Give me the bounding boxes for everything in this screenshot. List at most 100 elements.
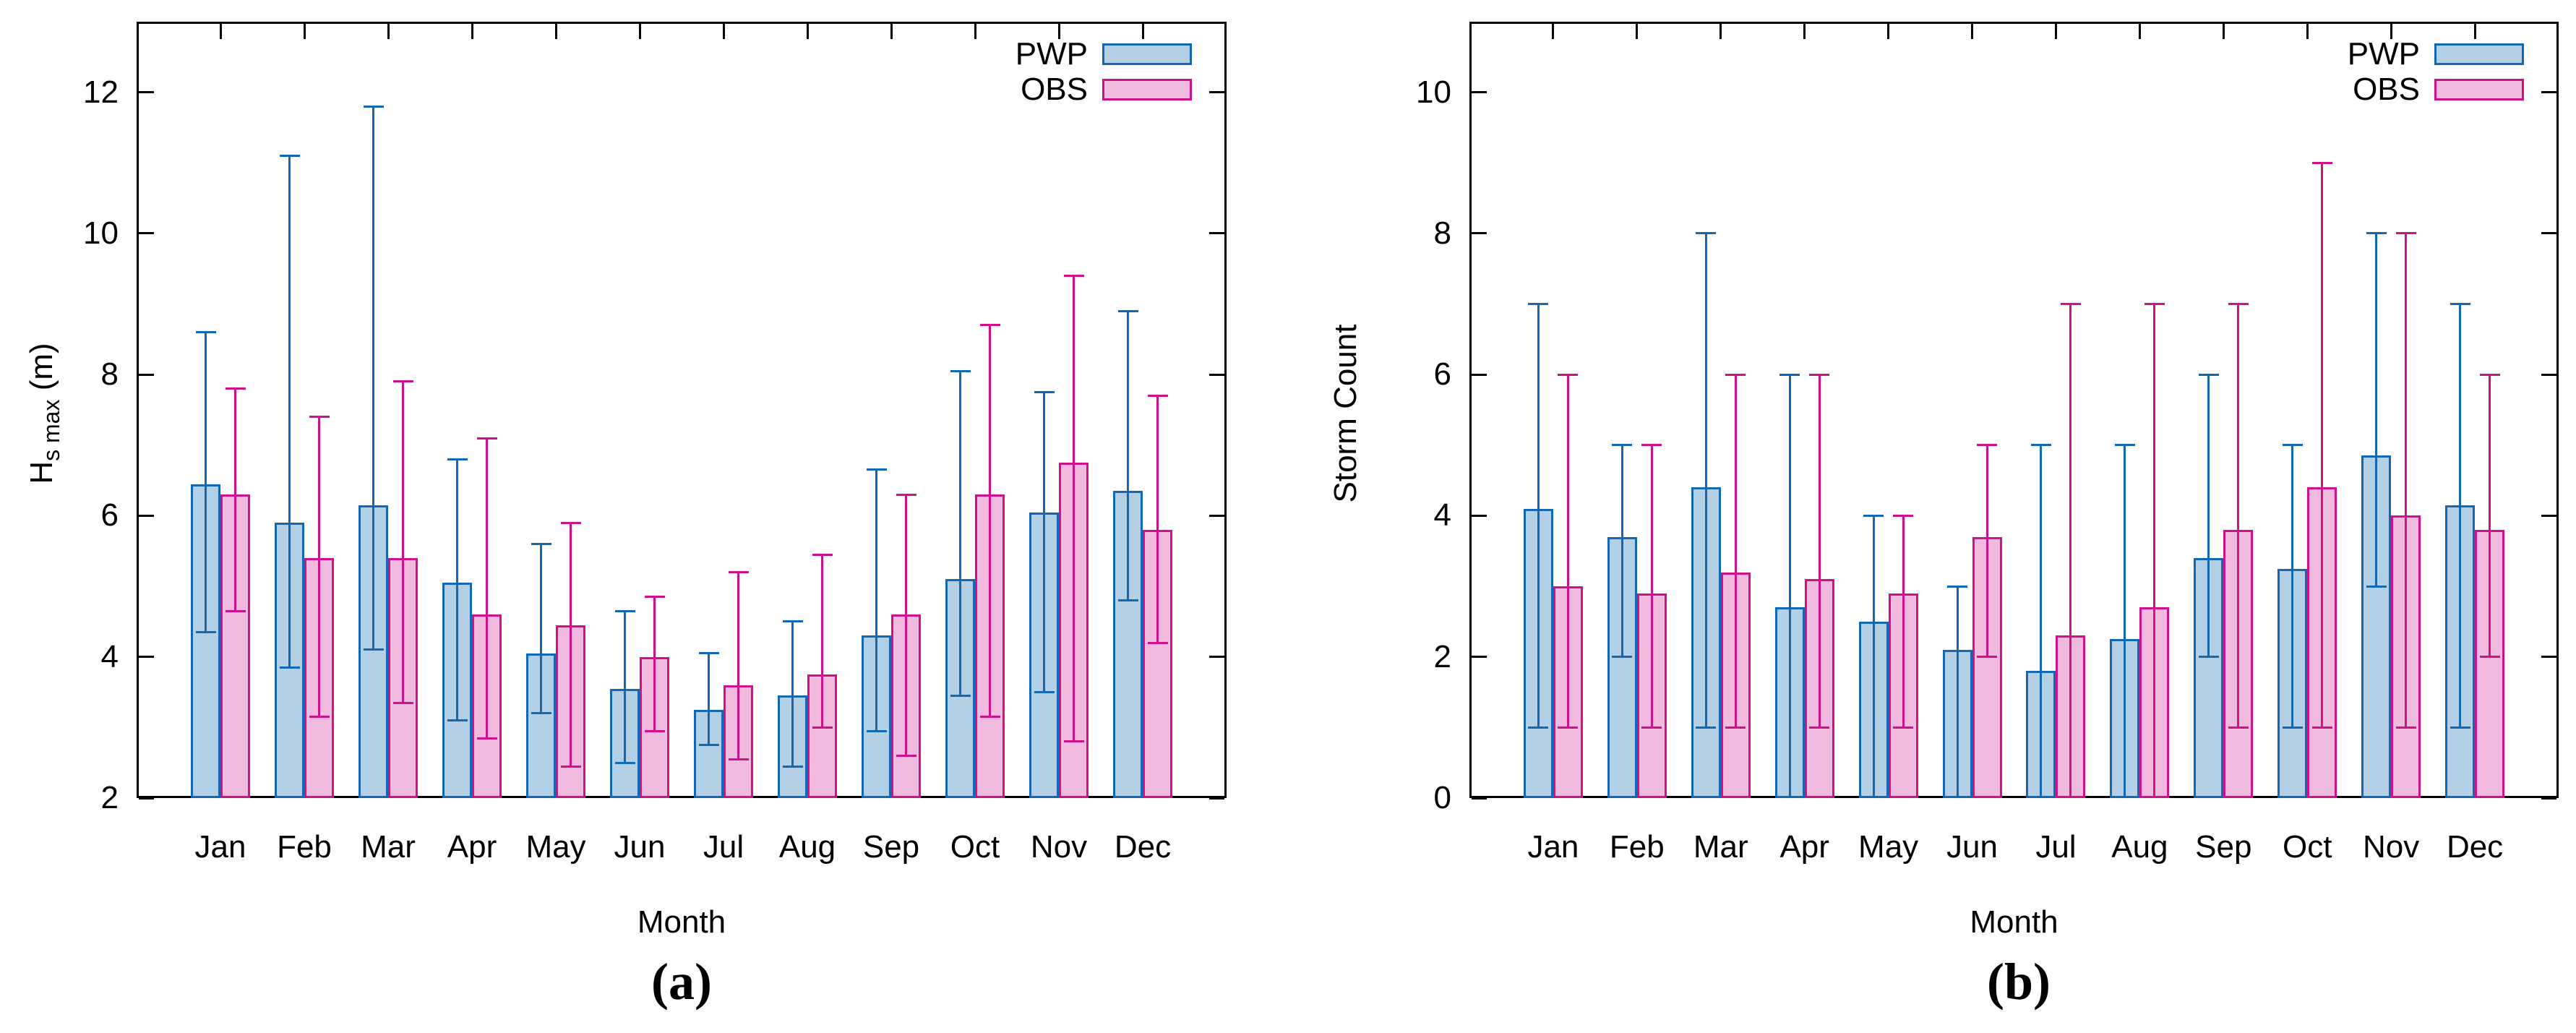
x-tick-top: [303, 24, 306, 39]
x-tick-top: [1803, 24, 1806, 39]
error-cap-bottom-pwp-sep: [2198, 656, 2219, 659]
y-tick-label: 6: [100, 497, 119, 533]
x-tick-top: [1720, 24, 1722, 39]
x-tick-top: [219, 24, 222, 39]
x-tick-top: [471, 24, 473, 39]
month-label: Apr: [1779, 829, 1829, 865]
error-line-obs-sep: [905, 494, 907, 756]
error-cap-top-pwp-jan: [1528, 303, 1549, 306]
y-tick-left: [139, 232, 154, 235]
month-label: Feb: [1609, 829, 1665, 865]
error-line-obs-sep: [2237, 304, 2240, 728]
y-tick-left: [1472, 232, 1487, 235]
error-cap-top-obs-nov: [1063, 274, 1084, 277]
x-tick-top: [554, 24, 557, 39]
error-cap-bottom-pwp-nov: [1034, 691, 1055, 694]
y-tick-left: [1472, 656, 1487, 659]
plot-border: [1469, 22, 2559, 798]
error-line-obs-dec: [2489, 374, 2491, 657]
legend-swatch-pwp: [2434, 43, 2524, 65]
y-tick-label: 6: [1433, 356, 1451, 393]
error-cap-bottom-pwp-nov: [2366, 585, 2387, 588]
error-cap-top-obs-jul: [728, 571, 749, 574]
error-line-pwp-dec: [2459, 304, 2462, 728]
y-tick-label: 0: [1433, 780, 1451, 815]
error-cap-bottom-obs-feb: [1641, 726, 1662, 729]
y-tick-right: [1209, 373, 1224, 376]
error-cap-bottom-obs-jan: [1558, 726, 1579, 729]
y-tick-left: [139, 797, 154, 800]
error-line-obs-oct: [2321, 163, 2324, 728]
y-tick-label: 10: [83, 215, 119, 251]
error-cap-top-pwp-aug: [2114, 444, 2135, 447]
error-cap-top-obs-sep: [2228, 303, 2249, 306]
error-cap-top-pwp-sep: [866, 468, 887, 471]
y-tick-left: [1472, 91, 1487, 94]
error-line-obs-mar: [402, 381, 404, 703]
error-cap-top-pwp-sep: [2198, 373, 2219, 376]
month-label: May: [525, 829, 586, 865]
error-cap-bottom-pwp-dec: [2450, 726, 2470, 729]
y-tick-right: [1209, 232, 1224, 235]
error-cap-top-pwp-apr: [1779, 373, 1800, 376]
y-tick-left: [139, 373, 154, 376]
error-cap-top-pwp-jul: [2030, 444, 2051, 447]
y-tick-label: 8: [100, 356, 119, 393]
error-line-pwp-mar: [372, 106, 374, 650]
error-cap-bottom-pwp-mar: [363, 648, 384, 651]
error-cap-bottom-obs-mar: [1725, 726, 1746, 729]
error-cap-bottom-obs-sep: [896, 754, 916, 757]
error-line-pwp-dec: [1127, 311, 1129, 601]
y-tick-label: 2: [100, 780, 119, 815]
error-line-pwp-oct: [959, 371, 961, 696]
error-cap-top-pwp-feb: [279, 155, 300, 157]
error-line-obs-apr: [1818, 374, 1821, 728]
error-cap-bottom-pwp-jun: [614, 761, 635, 764]
y-tick-right: [2541, 656, 2556, 659]
error-cap-top-pwp-feb: [1612, 444, 1633, 447]
error-cap-top-obs-aug: [2144, 303, 2165, 306]
error-cap-top-obs-jan: [1558, 373, 1579, 376]
y-tick-right: [2541, 514, 2556, 517]
error-cap-bottom-pwp-aug: [782, 765, 803, 768]
month-label: Jul: [703, 829, 744, 865]
error-cap-top-pwp-nov: [2366, 232, 2387, 235]
error-line-obs-nov: [2405, 233, 2408, 728]
x-tick-top: [890, 24, 893, 39]
y-axis-label-base: H: [24, 460, 59, 484]
y-tick-label: 12: [83, 74, 119, 110]
error-cap-top-obs-dec: [1147, 394, 1168, 397]
x-tick-top: [387, 24, 390, 39]
bar-pwp-dec: [2445, 505, 2476, 798]
error-cap-top-obs-jul: [2060, 303, 2081, 306]
legend-swatch-obs: [1102, 79, 1192, 100]
error-line-obs-may: [570, 523, 572, 767]
x-tick-top: [2138, 24, 2141, 39]
error-cap-bottom-obs-dec: [1147, 641, 1168, 644]
x-tick-top: [1141, 24, 1144, 39]
error-cap-bottom-obs-jun: [1977, 656, 1998, 659]
y-tick-left: [139, 91, 154, 94]
error-cap-top-obs-feb: [309, 416, 330, 419]
month-label: Mar: [361, 829, 416, 865]
error-line-pwp-jun: [1956, 586, 1959, 798]
bar-obs-jan: [220, 494, 250, 798]
error-cap-top-obs-oct: [2311, 161, 2332, 164]
month-label: Dec: [2446, 829, 2504, 865]
legend-label-obs: OBS: [1021, 72, 1088, 107]
error-cap-top-pwp-dec: [1117, 309, 1138, 312]
error-cap-bottom-obs-feb: [309, 716, 330, 719]
error-cap-bottom-pwp-apr: [447, 719, 468, 722]
error-cap-bottom-pwp-jan: [1528, 726, 1549, 729]
error-cap-bottom-pwp-may: [531, 712, 551, 715]
month-label: Oct: [2282, 829, 2332, 865]
error-cap-bottom-obs-jan: [225, 609, 246, 612]
error-line-obs-jul: [737, 572, 739, 760]
month-label: Jul: [2035, 829, 2077, 865]
error-line-pwp-sep: [2207, 374, 2210, 657]
error-line-pwp-feb: [288, 155, 291, 668]
error-cap-top-obs-jun: [1977, 444, 1998, 447]
x-tick-top: [2054, 24, 2057, 39]
error-cap-bottom-obs-sep: [2228, 726, 2249, 729]
x-tick-top: [806, 24, 809, 39]
